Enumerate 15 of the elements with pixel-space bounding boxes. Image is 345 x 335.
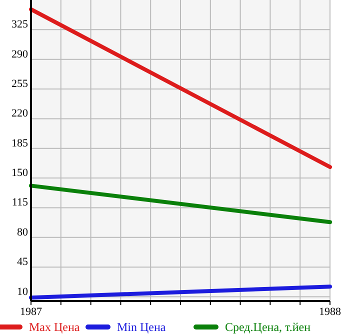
x-tick-label: 1987 — [20, 306, 42, 318]
y-tick-label: 80 — [17, 226, 28, 238]
y-tick-label: 115 — [12, 196, 28, 209]
y-tick-label: 325 — [12, 18, 28, 31]
legend-label: Сред.Цена, т.йен — [225, 320, 312, 334]
legend-label: Min Цена — [117, 320, 166, 334]
y-tick-label: 290 — [12, 48, 28, 60]
y-tick-label: 150 — [12, 167, 28, 180]
y-tick-label: 45 — [17, 256, 28, 268]
y-tick-label: 255 — [12, 78, 28, 90]
legend-label: Max Цена — [29, 320, 80, 334]
y-tick-label: 10 — [17, 286, 28, 298]
y-tick-label: 220 — [12, 108, 28, 120]
x-tick-label: 1988 — [319, 306, 342, 318]
y-tick-label: 185 — [12, 137, 28, 150]
